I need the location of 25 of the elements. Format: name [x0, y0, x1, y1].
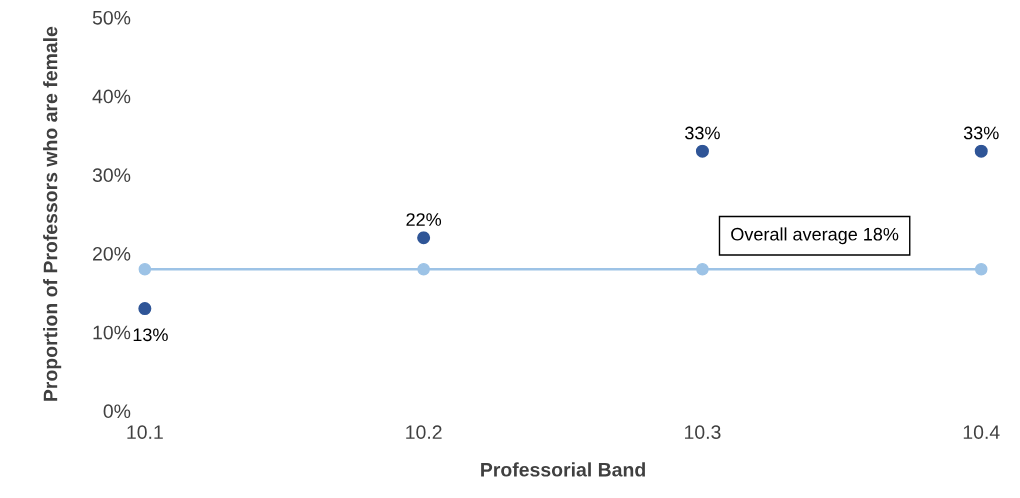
y-tick-label: 10% — [93, 325, 131, 340]
data-label: 13% — [133, 328, 168, 342]
point — [974, 262, 988, 276]
data-label: 22% — [406, 213, 442, 226]
data-label: 33% — [685, 126, 720, 140]
point — [695, 144, 709, 158]
x-tick-label: 10.3 — [685, 425, 721, 440]
y-axis-title: Proportion of Professors who are female — [43, 26, 62, 401]
x-tick-label: 10.1 — [127, 425, 163, 440]
point — [138, 262, 152, 276]
y-tick-label: 50% — [92, 10, 131, 25]
annotation: Overall average 18% — [731, 227, 899, 245]
x-tick-label: 10.2 — [406, 425, 442, 440]
point — [974, 144, 988, 158]
point — [696, 262, 709, 276]
point — [417, 262, 430, 276]
y-tick-label: 40% — [92, 89, 131, 104]
x-axis-title: Professorial Band — [481, 462, 645, 477]
y-tick-label: 20% — [93, 246, 131, 261]
x-tick-label: 10.4 — [963, 425, 1000, 440]
y-tick-label: 30% — [92, 168, 131, 183]
data-label: 33% — [963, 126, 999, 140]
point — [417, 231, 431, 245]
point — [138, 302, 152, 316]
y-tick-label: 0% — [103, 404, 131, 419]
